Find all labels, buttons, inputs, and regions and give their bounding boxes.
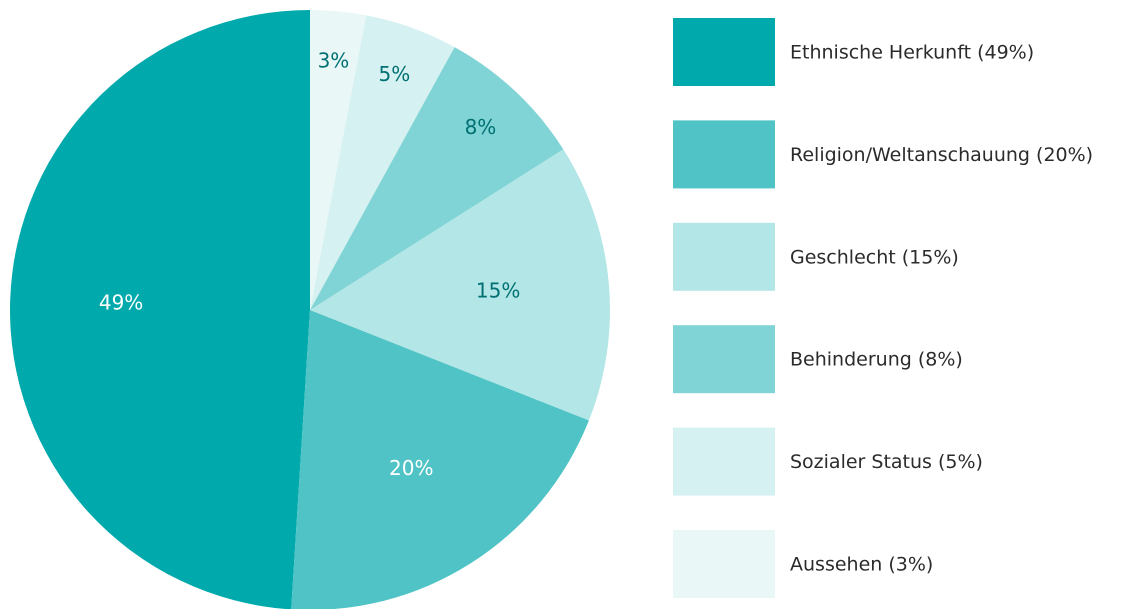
slice-label: 3%: [318, 49, 350, 73]
pie-slice: [310, 47, 564, 310]
pie-slice: [10, 10, 310, 609]
legend-label: Ethnische Herkunft (49%): [790, 42, 1034, 64]
legend-swatch: [673, 222, 775, 291]
legend-label: Behinderung (8%): [790, 349, 963, 371]
pie-slice: [310, 10, 367, 310]
legend-swatch: [673, 530, 775, 598]
pie-slice: [310, 15, 455, 311]
legend-label: Geschlecht (15%): [790, 246, 959, 268]
legend-label: Religion/Weltanschauung (20%): [790, 144, 1093, 166]
legend-label: Aussehen (3%): [790, 554, 933, 576]
slice-label: 20%: [389, 456, 433, 480]
slice-label: 15%: [476, 279, 520, 303]
legend-swatch: [673, 120, 775, 189]
legend-swatch: [673, 18, 775, 86]
slice-label: 5%: [378, 62, 410, 86]
pie-slice: [310, 149, 610, 421]
legend-label: Sozialer Status (5%): [790, 451, 983, 473]
pie-slice: [291, 310, 589, 609]
slice-label: 49%: [99, 291, 143, 315]
legend-swatch: [673, 427, 775, 496]
legend-swatch: [673, 325, 775, 394]
slice-label: 8%: [465, 115, 497, 139]
